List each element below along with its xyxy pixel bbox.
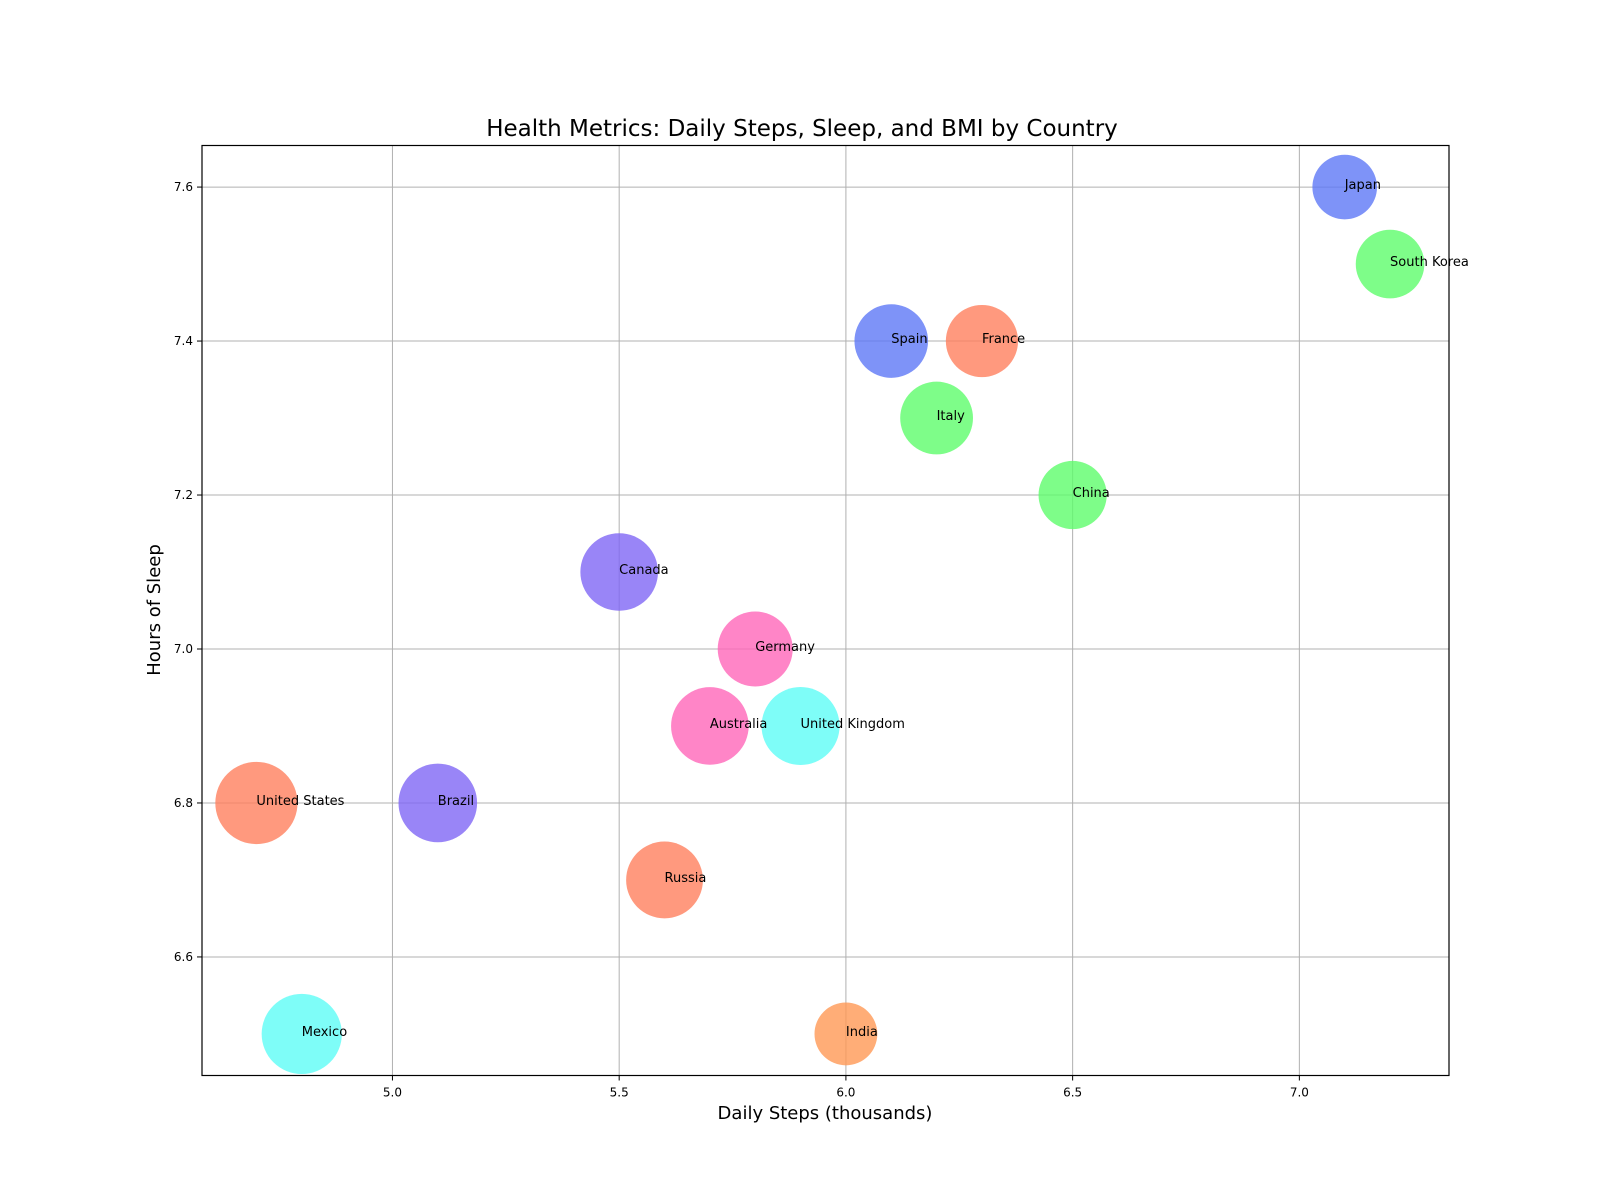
point-label-mexico: Mexico: [302, 1025, 347, 1040]
point-label-united-states: United States: [256, 794, 344, 809]
point-label-italy: Italy: [937, 409, 966, 424]
bubble-united-kingdom: [761, 686, 840, 765]
bubble-india: [814, 1002, 878, 1066]
bubbles: [215, 154, 1425, 1075]
point-labels: United States Mexico Brazil Canada Russia Aus…: [256, 178, 1468, 1040]
bubble-canada: [580, 533, 658, 611]
point-label-united-kingdom: United Kingdom: [801, 717, 905, 732]
bubble-russia: [626, 841, 703, 919]
point-label-india: India: [846, 1025, 878, 1040]
y-tick-label: 7.0: [174, 642, 193, 656]
y-tick-label: 7.4: [174, 334, 193, 348]
y-tick-label: 7.2: [174, 488, 193, 502]
bubble-italy: [900, 381, 973, 455]
bubble-brazil: [398, 763, 478, 843]
y-tick-label: 6.8: [174, 796, 193, 810]
x-axis-label: Daily Steps (thousands): [718, 1103, 933, 1124]
point-label-russia: Russia: [665, 871, 707, 886]
bubble-china: [1038, 460, 1107, 530]
x-tick-label: 5.0: [383, 1086, 402, 1100]
x-tick-label: 6.0: [836, 1086, 855, 1100]
y-tick-label: 6.6: [174, 950, 193, 964]
point-label-france: France: [982, 332, 1025, 347]
y-tick-label: 7.6: [174, 180, 193, 194]
point-label-spain: Spain: [891, 332, 927, 347]
chart-title: Health Metrics: Daily Steps, Sleep, and …: [486, 116, 1118, 142]
bubble-spain: [854, 304, 929, 378]
y-axis-label: Hours of Sleep: [144, 544, 165, 676]
point-label-south-korea: South Korea: [1390, 255, 1469, 270]
point-label-australia: Australia: [710, 717, 768, 732]
x-tick-label: 5.5: [610, 1086, 629, 1100]
point-label-japan: Japan: [1344, 178, 1381, 193]
bubble-france: [945, 304, 1019, 378]
x-tick-label: 6.5: [1063, 1086, 1082, 1100]
bubble-mexico: [261, 993, 342, 1075]
bubble-south-korea: [1355, 229, 1425, 299]
bubble-germany: [717, 611, 793, 687]
point-label-china: China: [1073, 486, 1110, 501]
point-label-canada: Canada: [619, 563, 668, 578]
grid-lines: [202, 145, 1449, 1076]
axes: 5.0 5.5 6.0 6.5 7.0 6.6 6.8 7.0 7.2 7.4 7.6: [174, 180, 1309, 1099]
plot-frame: [201, 144, 1450, 1077]
bubble-united-states: [215, 761, 298, 845]
bubble-australia: [671, 687, 749, 765]
bubble-japan: [1312, 154, 1378, 220]
x-tick-label: 7.0: [1290, 1086, 1309, 1100]
point-label-brazil: Brazil: [438, 794, 474, 809]
point-label-germany: Germany: [755, 640, 815, 655]
